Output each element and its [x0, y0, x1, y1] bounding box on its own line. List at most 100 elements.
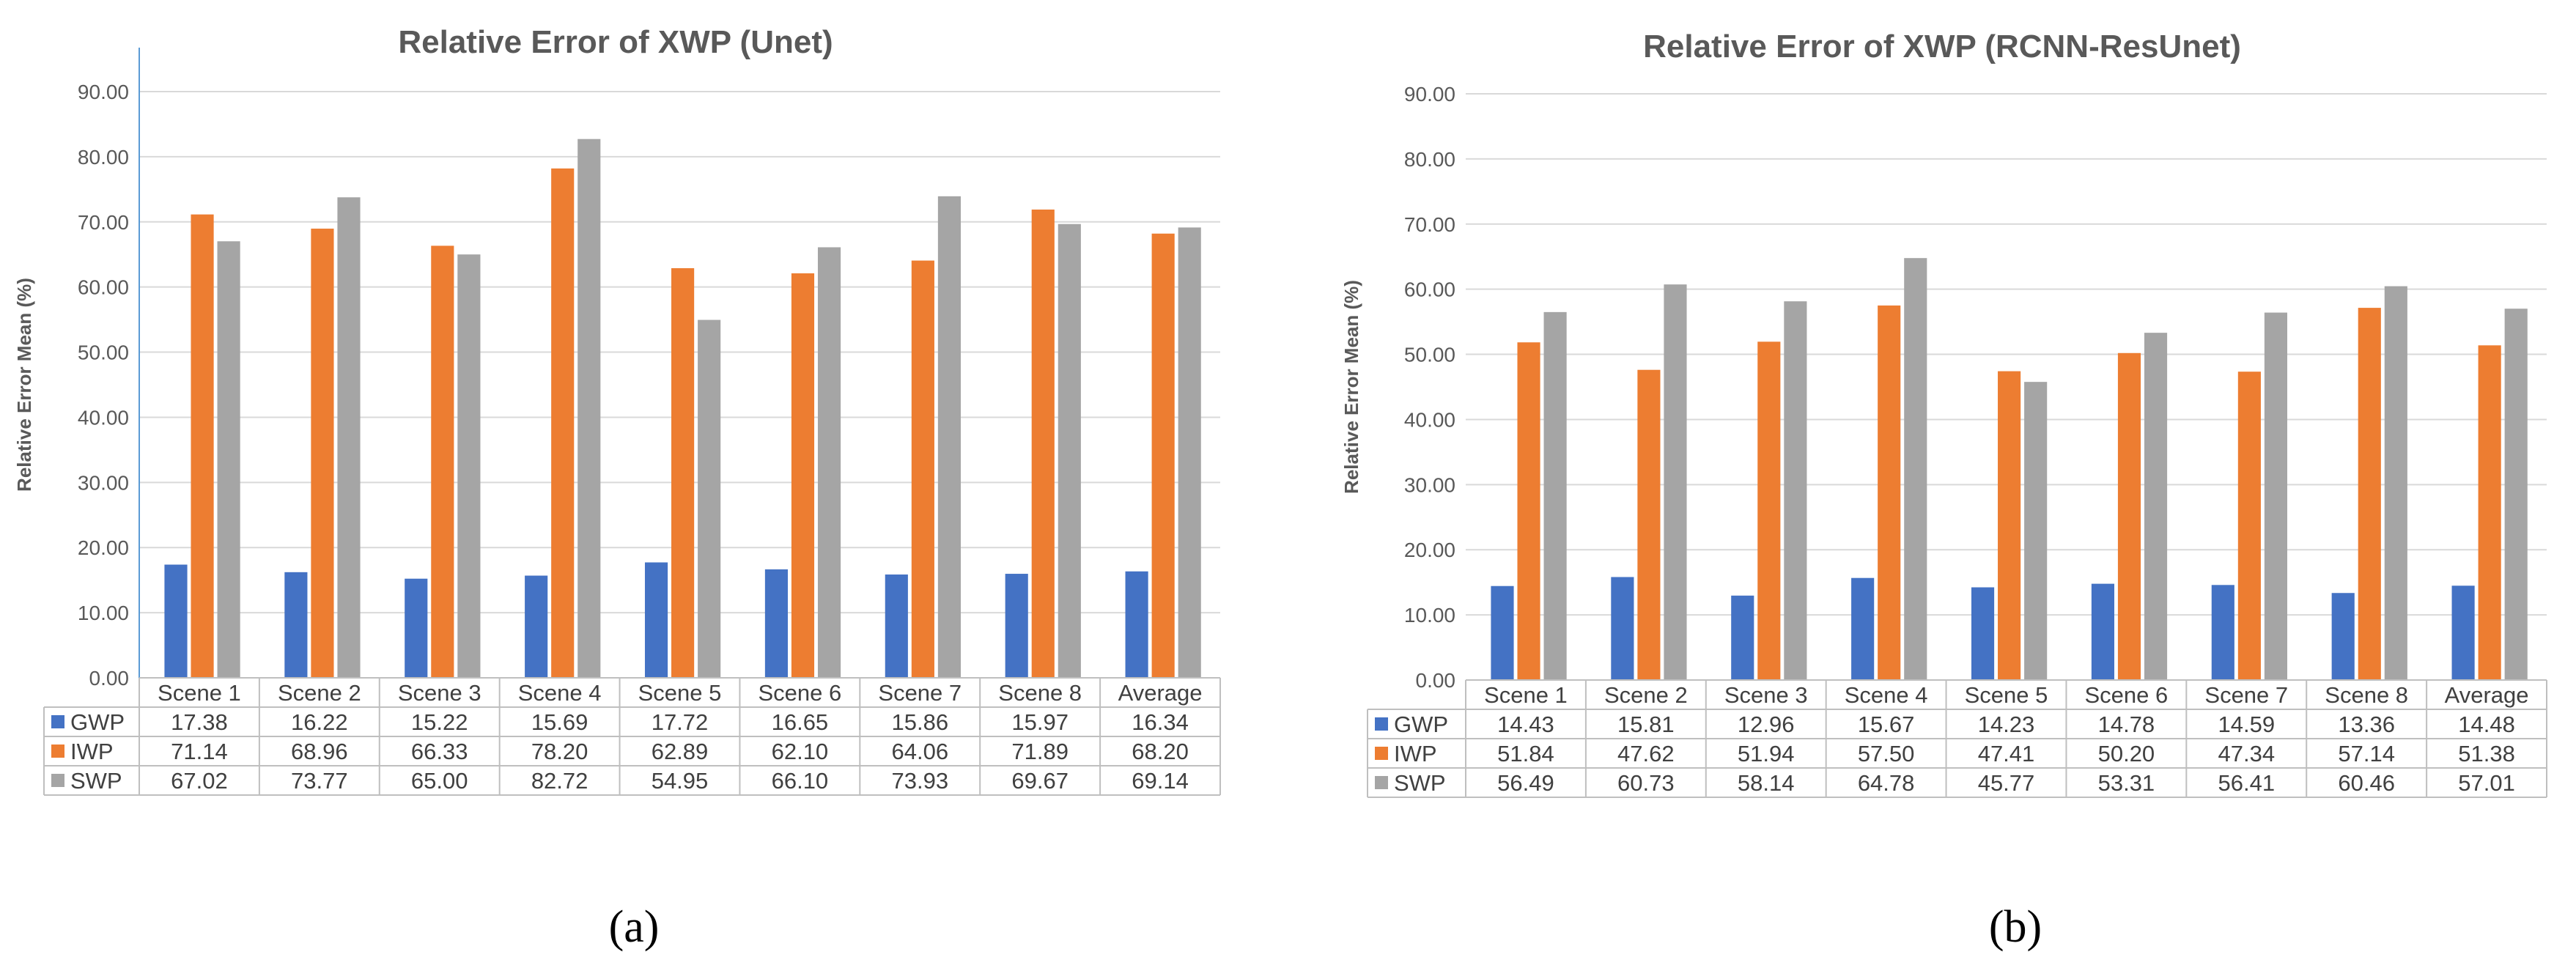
category-label: Scene 7 — [2204, 682, 2288, 708]
bar-swp — [217, 241, 240, 678]
category-label: Scene 1 — [1484, 682, 1568, 708]
data-value: 62.10 — [772, 739, 829, 764]
bar-swp — [337, 197, 361, 678]
y-tick-label: 10.00 — [1404, 604, 1455, 627]
data-value: 12.96 — [1738, 712, 1795, 737]
bar-iwp — [2117, 352, 2141, 680]
data-value: 78.20 — [531, 739, 588, 764]
y-tick-label: 30.00 — [78, 471, 129, 494]
bar-iwp — [1998, 371, 2021, 680]
legend-key-iwp — [51, 745, 64, 758]
bar-iwp — [2478, 345, 2501, 680]
bar-swp — [1058, 223, 1081, 678]
y-tick-label: 80.00 — [78, 146, 129, 169]
y-tick-label: 30.00 — [1404, 473, 1455, 496]
y-tick-label: 70.00 — [1404, 213, 1455, 236]
data-value: 64.06 — [891, 739, 948, 764]
bar-swp — [1543, 311, 1567, 680]
y-axis-label: Relative Error Mean (%) — [1340, 280, 1362, 494]
data-value: 73.93 — [891, 768, 948, 794]
bar-swp — [457, 254, 481, 678]
bar-swp — [2144, 333, 2168, 680]
bar-gwp — [1611, 577, 1634, 680]
category-label: Scene 3 — [398, 680, 481, 706]
category-label: Scene 3 — [1724, 682, 1808, 708]
data-value: 62.89 — [652, 739, 709, 764]
legend-label-iwp: IWP — [70, 739, 114, 764]
bar-gwp — [644, 562, 668, 678]
y-tick-label: 10.00 — [78, 602, 129, 624]
data-value: 68.96 — [291, 739, 348, 764]
data-value: 17.72 — [652, 709, 709, 735]
bar-gwp — [164, 564, 188, 678]
data-value: 15.67 — [1858, 712, 1915, 737]
data-value: 56.41 — [2218, 770, 2275, 796]
bar-gwp — [284, 572, 308, 678]
data-value: 17.38 — [171, 709, 228, 735]
y-tick-label: 60.00 — [1404, 278, 1455, 301]
bar-swp — [577, 138, 601, 678]
bar-gwp — [1851, 577, 1875, 680]
y-tick-label: 70.00 — [78, 211, 129, 234]
bar-iwp — [671, 267, 695, 678]
y-tick-label: 20.00 — [78, 536, 129, 559]
bar-swp — [698, 319, 721, 678]
category-label: Scene 2 — [278, 680, 361, 706]
data-value: 71.89 — [1011, 739, 1069, 764]
bar-swp — [2384, 286, 2407, 681]
bar-gwp — [885, 574, 908, 678]
y-tick-label: 40.00 — [78, 406, 129, 429]
legend-label-gwp: GWP — [70, 709, 125, 735]
y-tick-label: 90.00 — [78, 81, 129, 103]
y-tick-label: 20.00 — [1404, 539, 1455, 561]
data-value: 57.01 — [2458, 770, 2515, 796]
data-value: 15.22 — [411, 709, 468, 735]
legend-label-swp: SWP — [1394, 770, 1446, 796]
bar-gwp — [525, 575, 548, 678]
data-value: 13.36 — [2338, 712, 2395, 737]
data-value: 73.77 — [291, 768, 348, 794]
data-value: 68.20 — [1132, 739, 1189, 764]
bar-iwp — [1878, 305, 1901, 680]
bar-swp — [937, 196, 961, 678]
data-value: 47.41 — [1978, 741, 2035, 766]
data-value: 15.97 — [1011, 709, 1069, 735]
bar-gwp — [2451, 585, 2475, 680]
category-label: Scene 1 — [158, 680, 241, 706]
bar-swp — [817, 247, 841, 678]
data-value: 45.77 — [1978, 770, 2035, 796]
data-value: 15.81 — [1617, 712, 1675, 737]
data-value: 51.84 — [1497, 741, 1554, 766]
data-value: 57.50 — [1858, 741, 1915, 766]
data-value: 16.22 — [291, 709, 348, 735]
data-value: 60.46 — [2338, 770, 2395, 796]
bar-gwp — [1731, 595, 1754, 680]
bar-gwp — [1005, 574, 1028, 678]
legend-key-gwp — [51, 715, 64, 728]
bar-swp — [2264, 312, 2287, 680]
data-value: 50.20 — [2098, 741, 2155, 766]
category-label: Average — [1118, 680, 1203, 706]
category-label: Scene 8 — [998, 680, 1082, 706]
legend-key-swp — [51, 774, 64, 787]
data-value: 67.02 — [171, 768, 228, 794]
data-value: 82.72 — [531, 768, 588, 794]
bar-gwp — [764, 569, 788, 678]
data-value: 47.34 — [2218, 741, 2275, 766]
bar-swp — [1664, 284, 1687, 681]
data-value: 66.33 — [411, 739, 468, 764]
chart-title: Relative Error of XWP (Unet) — [398, 24, 833, 60]
category-label: Scene 6 — [2085, 682, 2169, 708]
data-value: 16.65 — [772, 709, 829, 735]
data-value: 64.78 — [1858, 770, 1915, 796]
bar-swp — [1784, 301, 1807, 680]
data-value: 16.34 — [1132, 709, 1189, 735]
y-tick-label: 60.00 — [78, 276, 129, 299]
bar-iwp — [1031, 209, 1055, 678]
category-label: Scene 5 — [638, 680, 722, 706]
bar-swp — [1178, 227, 1201, 678]
data-value: 15.69 — [531, 709, 588, 735]
y-tick-label: 0.00 — [1416, 669, 1456, 692]
legend-label-swp: SWP — [70, 768, 122, 794]
data-value: 56.49 — [1497, 770, 1554, 796]
